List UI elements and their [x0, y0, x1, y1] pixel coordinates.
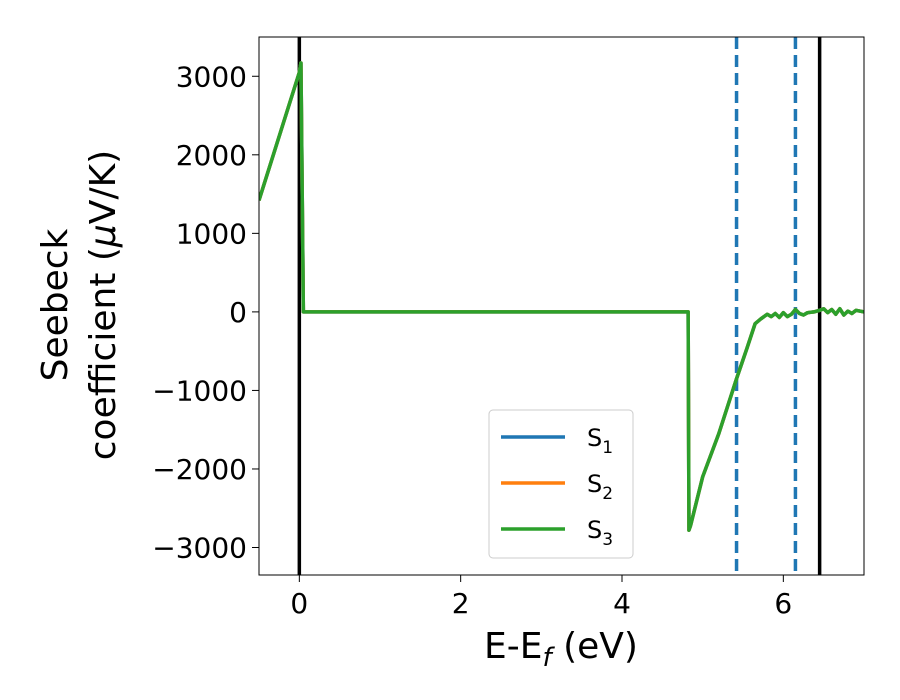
y-tick-label: 0: [229, 296, 247, 329]
x-tick-label: 6: [774, 587, 792, 620]
y-axis-ticks: 3000 2000 1000 0 −1000 −2000 −3000: [152, 60, 259, 565]
y-tick-label: −3000: [152, 532, 247, 565]
x-axis-label: E-Ef (eV): [484, 626, 638, 673]
legend-label-S2: S2: [587, 470, 613, 504]
y-axis-label-line1: Seebeck: [35, 228, 76, 381]
y-axis-label-line2: coefficient (μV/K): [83, 150, 124, 460]
y-tick-label: −1000: [152, 374, 247, 407]
series-layer: [259, 61, 864, 532]
legend-label-S3: S3: [587, 516, 613, 550]
x-axis-ticks: 0 2 4 6: [290, 575, 792, 620]
y-tick-label: 3000: [176, 60, 247, 93]
y-tick-label: 1000: [176, 217, 247, 250]
series-line-S3: [259, 61, 864, 532]
plot-frame: [258, 36, 865, 576]
reference-lines: [297, 37, 822, 575]
legend-label-S1: S1: [587, 424, 613, 458]
x-tick-label: 2: [452, 587, 470, 620]
x-tick-label: 0: [290, 587, 308, 620]
legend: S1 S2 S3: [488, 409, 634, 559]
x-tick-label: 4: [613, 587, 631, 620]
y-tick-label: 2000: [176, 139, 247, 172]
y-tick-label: −2000: [152, 453, 247, 486]
